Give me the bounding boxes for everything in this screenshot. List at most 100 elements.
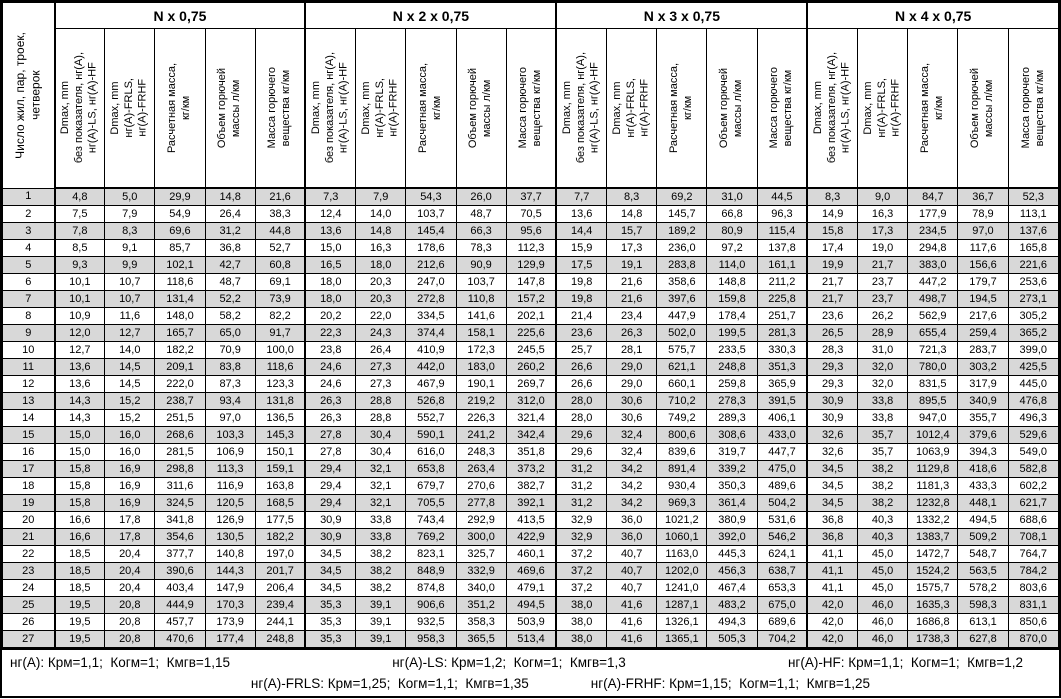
cell-value: 23,6 — [555, 324, 608, 342]
cell-value: 26,6 — [555, 358, 608, 376]
cell-value: 212,6 — [405, 256, 457, 274]
cell-value: 32,4 — [606, 443, 658, 461]
cell-value: 123,3 — [254, 375, 306, 393]
cell-value: 28,3 — [806, 341, 859, 359]
cell-value: 156,6 — [957, 256, 1009, 274]
cell-value: 69,2 — [656, 187, 708, 206]
cell-value: 26,4 — [204, 205, 256, 223]
cell-value: 259,8 — [706, 375, 758, 393]
cell-value: 549,0 — [1007, 443, 1060, 461]
cell-value: 26,3 — [304, 392, 357, 410]
coef-ng-a-frls: нг(А)-FRLS: Крм=1,25; Когм=1,1; Кмгв=1,3… — [250, 676, 529, 691]
cell-value: 16,0 — [104, 426, 156, 444]
cell-value: 31,0 — [856, 341, 909, 359]
cell-value: 259,4 — [957, 324, 1009, 342]
cell-value: 65,0 — [204, 324, 256, 342]
row-number: 19 — [2, 494, 56, 512]
col-header-dmax-basic: Dmax, mm без показателя, нг(А), нг(А)-LS… — [53, 28, 106, 189]
cell-value: 283,8 — [656, 256, 708, 274]
cell-value: 38,0 — [555, 596, 608, 614]
cell-value: 9,9 — [104, 256, 156, 274]
col-header-calc-mass: Расчетная масса, кг/км — [405, 28, 457, 189]
cell-value: 137,8 — [756, 239, 808, 257]
row-number: 16 — [2, 443, 56, 461]
cell-value: 324,5 — [154, 494, 206, 512]
cell-value: 222,0 — [154, 375, 206, 393]
cell-value: 351,8 — [505, 443, 557, 461]
cell-value: 15,0 — [304, 239, 357, 257]
cell-value: 32,0 — [856, 358, 909, 376]
table-row: 20 16,6 17,8 341,8 126,9 177,5 30,9 33,8 743,4 29… — [2, 511, 1060, 529]
cell-value: 70,5 — [505, 205, 557, 223]
cell-value: 895,5 — [907, 392, 959, 410]
cell-value: 448,1 — [957, 494, 1009, 512]
cell-value: 38,2 — [856, 494, 909, 512]
cell-value: 40,7 — [606, 579, 658, 597]
cell-value: 147,8 — [505, 273, 557, 291]
cell-value: 103,3 — [204, 426, 256, 444]
cell-value: 177,4 — [204, 630, 256, 648]
cell-value: 582,8 — [1007, 460, 1060, 478]
cell-value: 144,3 — [204, 562, 256, 580]
cell-value: 392,0 — [706, 528, 758, 546]
cell-value: 1129,8 — [907, 460, 959, 478]
cell-value: 831,5 — [907, 375, 959, 393]
cell-value: 7,8 — [53, 222, 106, 240]
cell-value: 413,5 — [505, 511, 557, 529]
cell-value: 16,6 — [53, 528, 106, 546]
table-row: 26 19,5 20,8 457,7 173,9 244,1 35,3 39,1 932,5 35… — [2, 613, 1060, 631]
cell-value: 397,6 — [656, 290, 708, 308]
table-row: 24 18,5 20,4 403,4 147,9 206,4 34,5 38,2 874,8 34… — [2, 579, 1060, 597]
cell-value: 145,3 — [254, 426, 306, 444]
cell-value: 239,4 — [254, 596, 306, 614]
cell-value: 10,7 — [104, 273, 156, 291]
cell-value: 28,8 — [355, 409, 407, 427]
cell-value: 27,3 — [355, 375, 407, 393]
cell-value: 546,2 — [756, 528, 808, 546]
cell-value: 206,4 — [254, 579, 306, 597]
cell-value: 764,7 — [1007, 545, 1060, 563]
cell-value: 467,9 — [405, 375, 457, 393]
cell-value: 21,6 — [254, 187, 306, 206]
cell-value: 96,3 — [756, 205, 808, 223]
cell-value: 38,2 — [355, 562, 407, 580]
cell-value: 277,8 — [455, 494, 507, 512]
cell-value: 15,8 — [53, 494, 106, 512]
cell-value: 5,0 — [104, 187, 156, 206]
cell-value: 22,0 — [355, 307, 407, 325]
cell-value: 8,3 — [606, 187, 658, 206]
cell-value: 97,2 — [706, 239, 758, 257]
row-number: 18 — [2, 477, 56, 495]
cell-value: 399,0 — [1007, 341, 1060, 359]
cell-value: 1060,1 — [656, 528, 708, 546]
row-number: 23 — [2, 562, 56, 580]
cell-value: 37,2 — [555, 579, 608, 597]
row-number: 15 — [2, 426, 56, 444]
cell-value: 10,7 — [104, 290, 156, 308]
cell-value: 12,7 — [104, 324, 156, 342]
cell-value: 78,3 — [455, 239, 507, 257]
cell-value: 145,7 — [656, 205, 708, 223]
table-body: 1 4,8 5,0 29,9 14,8 21,6 7,3 7,9 54,3 26,0 37,7 7,7… — [2, 187, 1060, 648]
cell-value: 1575,7 — [907, 579, 959, 597]
cell-value: 294,8 — [907, 239, 959, 257]
cell-value: 38,2 — [856, 477, 909, 495]
col-header-combustible-mass: Масса горючего вещества кг/км — [505, 28, 557, 189]
cell-value: 332,9 — [455, 562, 507, 580]
cell-value: 11,6 — [104, 307, 156, 325]
cell-value: 32,4 — [606, 426, 658, 444]
cell-value: 1287,1 — [656, 596, 708, 614]
col-header-dmax-basic: Dmax, mm без показателя, нг(А), нг(А)-LS… — [806, 28, 859, 189]
cell-value: 199,5 — [706, 324, 758, 342]
cell-value: 1063,9 — [907, 443, 959, 461]
cell-value: 342,4 — [505, 426, 557, 444]
cell-value: 30,9 — [806, 392, 859, 410]
cell-value: 13,6 — [53, 358, 106, 376]
cell-value: 129,9 — [505, 256, 557, 274]
cell-value: 14,3 — [53, 392, 106, 410]
cell-value: 48,7 — [455, 205, 507, 223]
cell-value: 117,6 — [957, 239, 1009, 257]
cell-value: 803,6 — [1007, 579, 1060, 597]
cell-value: 780,0 — [907, 358, 959, 376]
cell-value: 110,8 — [455, 290, 507, 308]
